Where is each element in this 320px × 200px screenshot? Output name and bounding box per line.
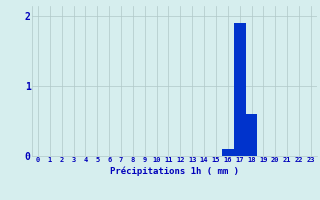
X-axis label: Précipitations 1h ( mm ): Précipitations 1h ( mm ) xyxy=(110,166,239,176)
Bar xyxy=(234,23,246,156)
Bar xyxy=(246,114,258,156)
Bar xyxy=(222,149,234,156)
